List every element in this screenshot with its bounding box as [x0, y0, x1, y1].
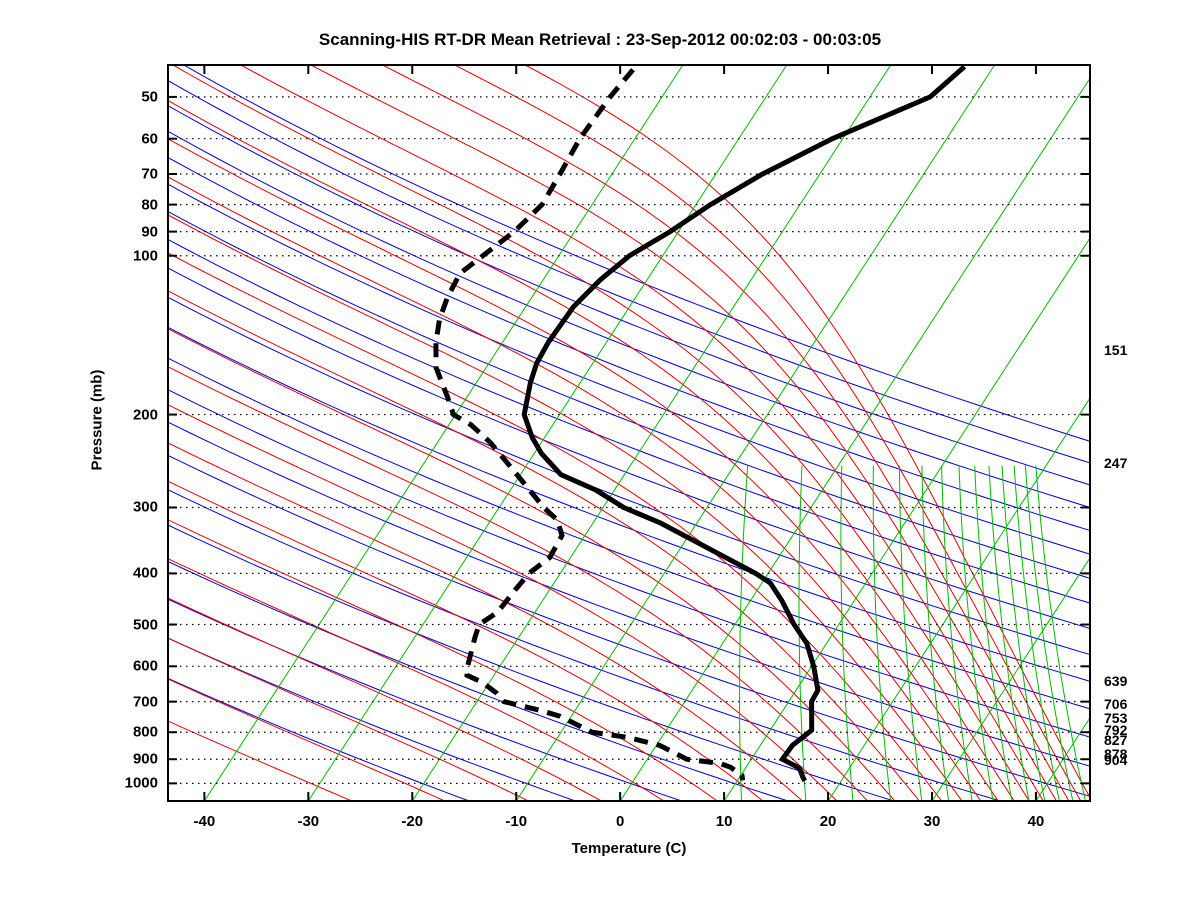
mixing-ratio-layer — [739, 465, 1086, 801]
y-tick-label: 300 — [132, 498, 158, 516]
y-tick-label: 400 — [132, 564, 158, 582]
y-tick-label: 500 — [132, 616, 158, 634]
x-tick-label: -10 — [505, 813, 528, 830]
x-tick-label: 20 — [819, 813, 837, 830]
y-tick-label: 50 — [141, 88, 158, 106]
right-pressure-label: 639 — [1104, 672, 1128, 689]
sounding-profiles-layer — [433, 65, 967, 782]
x-tick-label: -30 — [297, 813, 320, 830]
pressure-gridlines-layer — [168, 96, 1090, 784]
x-axis-label: Temperature (C) — [571, 840, 687, 857]
y-tick-label: 900 — [132, 750, 158, 768]
x-tick-label: -20 — [401, 813, 424, 830]
x-tick-label: 0 — [615, 813, 625, 830]
right-pressure-label: 151 — [1104, 342, 1128, 359]
temperature-profile-line — [521, 65, 967, 782]
isotherms-layer — [203, 65, 1090, 801]
y-tick-label: 80 — [141, 196, 158, 214]
y-tick-label: 70 — [141, 165, 158, 183]
moist-adiabats-layer — [168, 65, 1090, 801]
right-pressure-label: 706 — [1104, 695, 1128, 712]
y-tick-label: 90 — [141, 223, 158, 241]
dew_point-profile-line — [433, 68, 746, 781]
y-tick-label: 1000 — [124, 774, 158, 792]
y-tick-label: 800 — [132, 723, 158, 741]
right-pressure-label: 792 — [1104, 721, 1128, 738]
plot-box-layer — [167, 64, 1091, 802]
y-tick-label: 100 — [132, 247, 158, 265]
right-pressure-label: 827 — [1104, 731, 1128, 748]
right-pressure-label: 753 — [1104, 710, 1128, 727]
x-tick-label: 30 — [923, 813, 941, 830]
right-pressure-label: 247 — [1104, 454, 1128, 471]
right-pressure-label: 904 — [1104, 752, 1128, 769]
y-tick-label: 200 — [132, 406, 158, 424]
y-tick-label: 600 — [132, 657, 158, 675]
y-tick-label: 60 — [141, 130, 158, 148]
right-pressure-label: 878 — [1104, 745, 1128, 762]
chart-title: Scanning-HIS RT-DR Mean Retrieval : 23-S… — [318, 30, 882, 49]
x-tick-label: -40 — [193, 813, 216, 830]
x-tick-label: 10 — [715, 813, 733, 830]
x-tick-label: 40 — [1027, 813, 1045, 830]
y-tick-label: 700 — [132, 693, 158, 711]
y-axis-label: Pressure (mb) — [88, 369, 106, 471]
